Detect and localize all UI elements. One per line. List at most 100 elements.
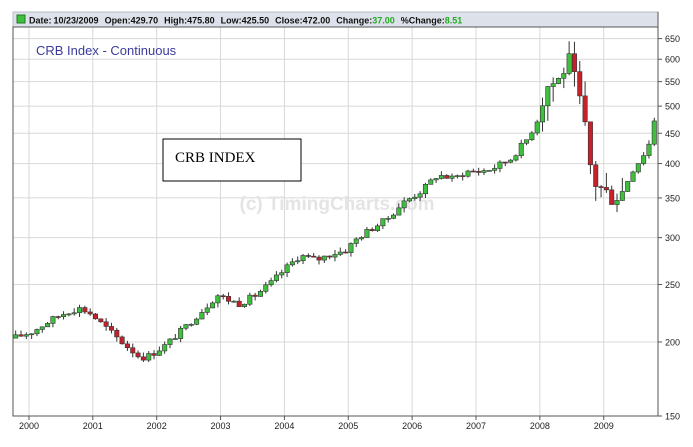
candle-down xyxy=(236,300,242,307)
candle-up xyxy=(77,307,83,314)
candle-up xyxy=(284,264,290,273)
candle-up xyxy=(13,334,19,339)
candle-up xyxy=(438,175,444,179)
candle-up xyxy=(273,274,279,281)
y-tick-label: 250 xyxy=(665,280,680,290)
x-tick-label: 2005 xyxy=(338,421,358,431)
candle-up xyxy=(385,218,391,220)
grid xyxy=(13,27,658,417)
candle-up xyxy=(375,225,381,231)
y-tick-label: 150 xyxy=(665,412,680,422)
change-label: Change: xyxy=(336,16,372,26)
candle-up xyxy=(215,295,221,304)
candle-up xyxy=(619,191,625,201)
watermark: (c) TimingCharts.com xyxy=(240,194,435,215)
candle-up xyxy=(359,237,365,240)
candle-down xyxy=(82,307,88,313)
annotation-box xyxy=(162,138,302,182)
candle-up xyxy=(529,132,535,141)
candle-down xyxy=(316,256,322,261)
candle-up xyxy=(412,196,418,199)
candle-down xyxy=(135,352,141,358)
candle-up xyxy=(300,255,306,262)
candle-down xyxy=(343,251,349,254)
candle-down xyxy=(311,255,317,258)
candle-down xyxy=(114,329,120,338)
candle-up xyxy=(257,291,263,297)
candle-up xyxy=(524,139,530,144)
open-value: 429.70 xyxy=(131,16,159,26)
y-tick-label: 350 xyxy=(665,193,680,203)
candle-up xyxy=(321,255,327,261)
candle-up xyxy=(146,353,152,361)
candle-down xyxy=(609,189,615,205)
candle-up xyxy=(481,170,487,173)
header-readout: Date: 10/23/2009 Open:429.70 High:475.80 Low… xyxy=(29,16,462,26)
candle-up xyxy=(630,171,636,182)
candle-down xyxy=(130,347,136,354)
candle-up xyxy=(391,214,397,219)
close-label: Close: xyxy=(275,16,303,26)
candle-up xyxy=(540,105,546,123)
ohlc-header: Date: 10/23/2009 Open:429.70 High:475.80 Low… xyxy=(12,11,659,28)
candle-down xyxy=(460,175,466,177)
candle-up xyxy=(247,294,253,305)
candle-up xyxy=(406,198,412,202)
candle-up xyxy=(492,168,498,171)
annotation-label: CRB INDEX xyxy=(175,150,256,166)
candle-up xyxy=(162,344,168,352)
candle-up xyxy=(23,334,29,337)
candle-down xyxy=(220,295,226,298)
x-tick-label: 2001 xyxy=(83,421,103,431)
pct-change-label: %Change: xyxy=(401,16,445,26)
candle-up xyxy=(566,53,572,74)
open-label: Open: xyxy=(105,16,131,26)
candle-up xyxy=(332,254,338,258)
date-value: 10/23/2009 xyxy=(54,16,99,26)
candle-up xyxy=(380,218,386,227)
plot-area xyxy=(13,27,658,416)
y-tick-label: 500 xyxy=(665,102,680,112)
candle-down xyxy=(305,255,311,257)
candle-up xyxy=(231,300,237,303)
candle-up xyxy=(401,200,407,209)
candle-down xyxy=(98,318,104,323)
candle-up xyxy=(449,175,455,179)
axes: 150 200 250 300 350 400 450 500 550 600 650 2000 200… xyxy=(19,34,680,431)
candle-down xyxy=(444,175,450,179)
candle-up xyxy=(555,78,561,84)
change-value: 37.00 xyxy=(372,16,395,26)
candle-up xyxy=(550,83,556,87)
candle-down xyxy=(582,95,588,123)
candle-up xyxy=(614,200,620,205)
candle-up xyxy=(199,312,205,320)
high-label: High: xyxy=(164,16,187,26)
x-tick-label: 2003 xyxy=(211,421,231,431)
candle-down xyxy=(55,316,61,318)
chart-title: CRB Index - Continuous xyxy=(36,43,177,58)
candle-down xyxy=(598,186,604,188)
candle-up xyxy=(45,323,51,328)
x-tick-label: 2002 xyxy=(147,421,167,431)
y-tick-label: 300 xyxy=(665,233,680,243)
candle-up xyxy=(353,238,359,244)
candle-up xyxy=(279,272,285,276)
candle-up xyxy=(50,316,56,324)
candle-up xyxy=(545,86,551,107)
candle-down xyxy=(226,296,232,302)
candle-down xyxy=(87,311,93,315)
candle-down xyxy=(571,53,577,72)
x-tick-label: 2009 xyxy=(594,421,614,431)
candle-up xyxy=(289,261,295,266)
x-tick-label: 2000 xyxy=(19,421,39,431)
x-tick-label: 2007 xyxy=(466,421,486,431)
candle-down xyxy=(18,334,24,337)
x-tick-label: 2006 xyxy=(402,421,422,431)
candle-up xyxy=(263,284,269,292)
pct-change-value: 8.51 xyxy=(445,16,463,26)
candle-up xyxy=(66,313,72,316)
date-label: Date: xyxy=(29,16,52,26)
candle-down xyxy=(327,255,333,258)
candle-up xyxy=(625,181,631,192)
